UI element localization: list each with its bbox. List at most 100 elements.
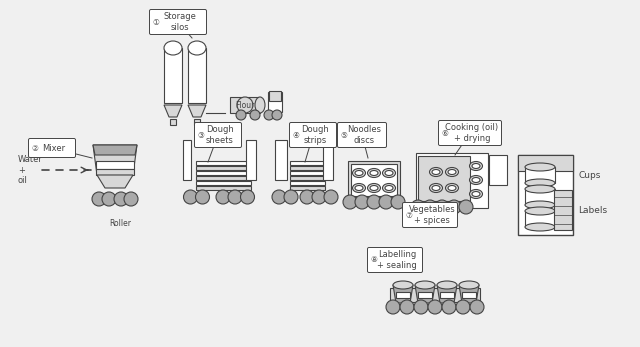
Bar: [489, 155, 507, 185]
Ellipse shape: [415, 281, 435, 289]
Bar: [230, 97, 260, 113]
Polygon shape: [93, 145, 137, 175]
Ellipse shape: [445, 184, 458, 193]
Circle shape: [250, 110, 260, 120]
Circle shape: [414, 300, 428, 314]
Bar: [289, 171, 324, 175]
Circle shape: [459, 200, 473, 214]
Ellipse shape: [385, 186, 393, 191]
Circle shape: [228, 190, 242, 204]
Bar: [96, 161, 134, 169]
Circle shape: [184, 190, 198, 204]
Bar: [268, 92, 282, 112]
FancyBboxPatch shape: [150, 9, 207, 34]
Ellipse shape: [472, 163, 480, 169]
Circle shape: [423, 200, 437, 214]
Circle shape: [324, 190, 338, 204]
Ellipse shape: [525, 163, 555, 171]
Ellipse shape: [355, 170, 363, 176]
Bar: [195, 161, 250, 165]
Circle shape: [284, 190, 298, 204]
Bar: [418, 155, 470, 201]
Text: ④: ④: [292, 130, 300, 139]
Bar: [195, 181, 250, 185]
Ellipse shape: [164, 41, 182, 55]
Text: Noodles
discs: Noodles discs: [347, 125, 381, 145]
Circle shape: [300, 190, 314, 204]
Text: ⑧: ⑧: [371, 255, 378, 264]
Bar: [416, 152, 488, 208]
Bar: [195, 186, 250, 190]
Ellipse shape: [448, 186, 456, 191]
Circle shape: [435, 200, 449, 214]
Polygon shape: [97, 175, 133, 188]
Bar: [440, 292, 454, 298]
Bar: [390, 288, 480, 302]
Circle shape: [216, 190, 230, 204]
Bar: [289, 186, 324, 190]
Ellipse shape: [385, 170, 393, 176]
Text: ⑦: ⑦: [406, 211, 412, 220]
Text: Flour: Flour: [236, 101, 255, 110]
Ellipse shape: [429, 168, 442, 177]
Bar: [194, 119, 200, 125]
Polygon shape: [188, 105, 206, 117]
Bar: [554, 190, 572, 230]
Ellipse shape: [525, 179, 555, 187]
Polygon shape: [246, 140, 255, 180]
Text: ③: ③: [198, 130, 204, 139]
Bar: [518, 155, 573, 171]
Text: Dough
sheets: Dough sheets: [206, 125, 234, 145]
Ellipse shape: [383, 169, 396, 178]
Ellipse shape: [459, 281, 479, 289]
FancyBboxPatch shape: [337, 122, 387, 147]
Text: Cooking (oil)
+ drying: Cooking (oil) + drying: [445, 123, 499, 143]
Polygon shape: [93, 145, 137, 155]
Circle shape: [195, 190, 209, 204]
Ellipse shape: [470, 161, 483, 170]
Ellipse shape: [525, 207, 555, 215]
Bar: [289, 166, 324, 170]
FancyBboxPatch shape: [438, 120, 502, 145]
Bar: [525, 211, 555, 227]
Text: Dough
strips: Dough strips: [301, 125, 329, 145]
Circle shape: [92, 192, 106, 206]
FancyBboxPatch shape: [29, 138, 76, 158]
Circle shape: [391, 195, 405, 209]
Circle shape: [367, 195, 381, 209]
Bar: [164, 48, 182, 103]
Circle shape: [236, 110, 246, 120]
Ellipse shape: [367, 184, 381, 193]
Ellipse shape: [355, 186, 363, 191]
Bar: [418, 292, 432, 298]
Ellipse shape: [367, 169, 381, 178]
FancyBboxPatch shape: [367, 247, 422, 272]
Circle shape: [114, 192, 128, 206]
Bar: [396, 292, 410, 298]
Ellipse shape: [525, 185, 555, 193]
Bar: [269, 91, 281, 101]
Ellipse shape: [470, 189, 483, 198]
FancyBboxPatch shape: [289, 122, 337, 147]
Polygon shape: [323, 140, 333, 180]
Text: Water
+
oil: Water + oil: [18, 155, 43, 185]
Circle shape: [343, 195, 357, 209]
Bar: [188, 48, 206, 103]
Circle shape: [264, 110, 274, 120]
Ellipse shape: [448, 169, 456, 175]
Bar: [525, 189, 555, 205]
Ellipse shape: [370, 186, 378, 191]
Text: Labels: Labels: [579, 205, 607, 214]
Ellipse shape: [472, 178, 480, 183]
Bar: [195, 166, 250, 170]
Ellipse shape: [470, 176, 483, 185]
Circle shape: [355, 195, 369, 209]
Bar: [351, 164, 397, 196]
Bar: [348, 161, 400, 199]
Bar: [195, 171, 250, 175]
Ellipse shape: [188, 41, 206, 55]
Text: ⑥: ⑥: [442, 128, 449, 137]
Circle shape: [411, 200, 425, 214]
FancyBboxPatch shape: [403, 203, 458, 228]
FancyBboxPatch shape: [195, 122, 241, 147]
